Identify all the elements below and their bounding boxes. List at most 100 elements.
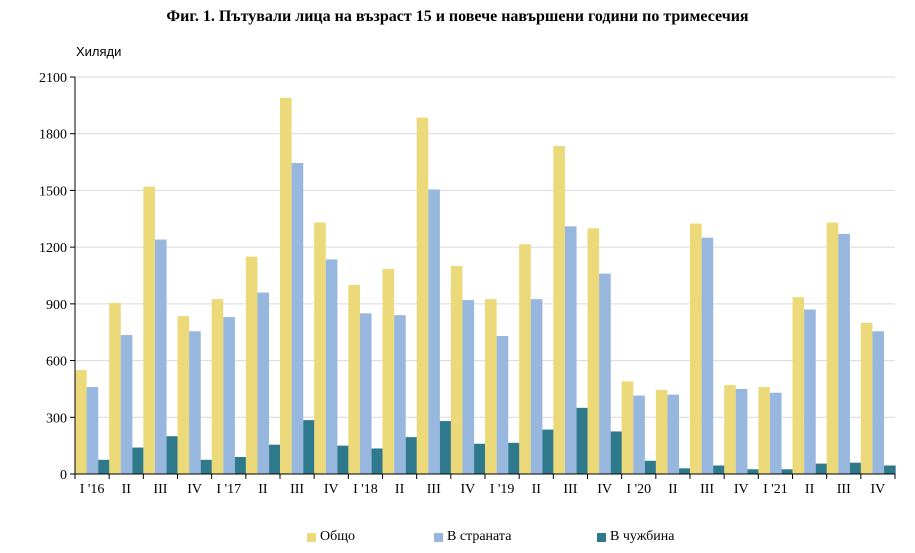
bar-domestic: [769, 392, 782, 474]
bar-abroad: [98, 459, 110, 474]
x-tick-label: IV: [187, 482, 202, 497]
bar-abroad: [576, 407, 589, 474]
x-tick-label: III: [563, 482, 577, 497]
bar-domestic: [120, 335, 133, 474]
y-tick-label: 600: [46, 355, 67, 370]
bar-domestic: [564, 226, 577, 474]
y-tick-label: 1200: [39, 241, 67, 256]
bar-total: [826, 222, 839, 474]
bar-abroad: [713, 465, 725, 474]
bar-total: [792, 297, 805, 474]
bar-domestic: [189, 331, 201, 474]
bar-abroad: [132, 447, 145, 474]
bar-abroad: [405, 437, 418, 474]
y-tick-label: 300: [46, 411, 67, 426]
legend-label: В страната: [447, 529, 512, 544]
legend-swatch: [597, 532, 606, 542]
x-tick-label: III: [700, 482, 714, 497]
bar-total: [655, 389, 668, 474]
legend-item: Общо: [307, 529, 355, 545]
bar-abroad: [781, 469, 794, 474]
bar-total: [245, 256, 258, 474]
bar-abroad: [815, 463, 828, 474]
bar-domestic: [291, 163, 304, 474]
x-tick-label: III: [290, 482, 304, 497]
y-tick-label: 2100: [39, 71, 67, 86]
bar-domestic: [257, 292, 270, 474]
bar-domestic: [223, 317, 235, 474]
bar-abroad: [884, 465, 896, 474]
bar-domestic: [359, 313, 372, 474]
bar-total: [416, 117, 429, 475]
x-tick-label: IV: [871, 482, 886, 497]
bar-domestic: [872, 331, 885, 474]
y-tick-label: 900: [46, 298, 67, 313]
axes: [70, 76, 896, 479]
bar-abroad: [508, 442, 520, 474]
y-tick-label: 1500: [39, 184, 67, 199]
bar-abroad: [474, 443, 486, 474]
bar-total: [690, 223, 702, 474]
bar-total: [724, 385, 736, 474]
bar-total: [75, 370, 87, 474]
bar-abroad: [269, 444, 281, 474]
bar-domestic: [838, 233, 850, 474]
bar-domestic: [86, 387, 99, 474]
x-tick-label: I '20: [626, 482, 651, 497]
bar-domestic: [154, 239, 167, 474]
legend-label: Общо: [320, 529, 356, 544]
bar-domestic: [735, 388, 748, 474]
bar-abroad: [371, 448, 384, 474]
x-tick-labels: I '16 II III IV I '17 II III IV I '18 II III IV I '1…: [80, 482, 886, 497]
bar-abroad: [747, 469, 760, 474]
legend-item: В страната: [434, 529, 511, 545]
x-tick-label: II: [395, 482, 405, 497]
legend-item: В чужбина: [597, 529, 675, 545]
chart-title: Фиг. 1. Пътували лица на възраст 15 и по…: [166, 8, 749, 25]
bar-abroad: [439, 421, 452, 474]
bar-total: [109, 302, 121, 474]
bar-total: [382, 268, 395, 474]
x-tick-label: I '17: [216, 482, 241, 497]
bar-domestic: [599, 273, 611, 474]
y-tick-labels: 0 300 600 900 1200 1500 1800 2100: [39, 71, 67, 483]
x-tick-label: IV: [734, 482, 749, 497]
x-tick-label: II: [668, 482, 678, 497]
x-tick-label: IV: [324, 482, 339, 497]
bar-abroad: [200, 459, 213, 474]
legend-swatch: [434, 532, 443, 542]
bar-abroad: [166, 436, 179, 474]
bar-total: [587, 228, 600, 474]
bar-domestic: [428, 189, 440, 475]
x-tick-label: II: [122, 482, 132, 497]
bar-total: [553, 146, 565, 474]
bar-total: [485, 299, 497, 474]
bar-total: [758, 387, 770, 474]
bar-abroad: [679, 468, 691, 474]
y-tick-label: 1800: [39, 128, 67, 143]
bar-total: [519, 244, 531, 474]
bar-abroad: [542, 429, 555, 474]
bar-abroad: [610, 431, 623, 474]
bar-abroad: [234, 456, 247, 474]
x-tick-label: III: [837, 482, 851, 497]
bar-domestic: [701, 237, 714, 474]
x-tick-label: IV: [597, 482, 612, 497]
bar-domestic: [394, 315, 406, 474]
x-tick-label: I '18: [353, 482, 378, 497]
bar-total: [177, 316, 190, 474]
legend-label: В чужбина: [610, 529, 675, 544]
bar-abroad: [337, 445, 350, 474]
bar-domestic: [325, 259, 338, 474]
bar-total: [280, 97, 292, 475]
bar-abroad: [303, 420, 315, 474]
bar-domestic: [462, 300, 475, 474]
bars: [75, 97, 896, 475]
bar-abroad: [849, 462, 862, 474]
bar-abroad: [644, 460, 657, 474]
bar-total: [860, 322, 873, 474]
x-tick-label: I '21: [763, 482, 788, 497]
legend-swatch: [307, 532, 316, 542]
bar-domestic: [633, 395, 645, 474]
